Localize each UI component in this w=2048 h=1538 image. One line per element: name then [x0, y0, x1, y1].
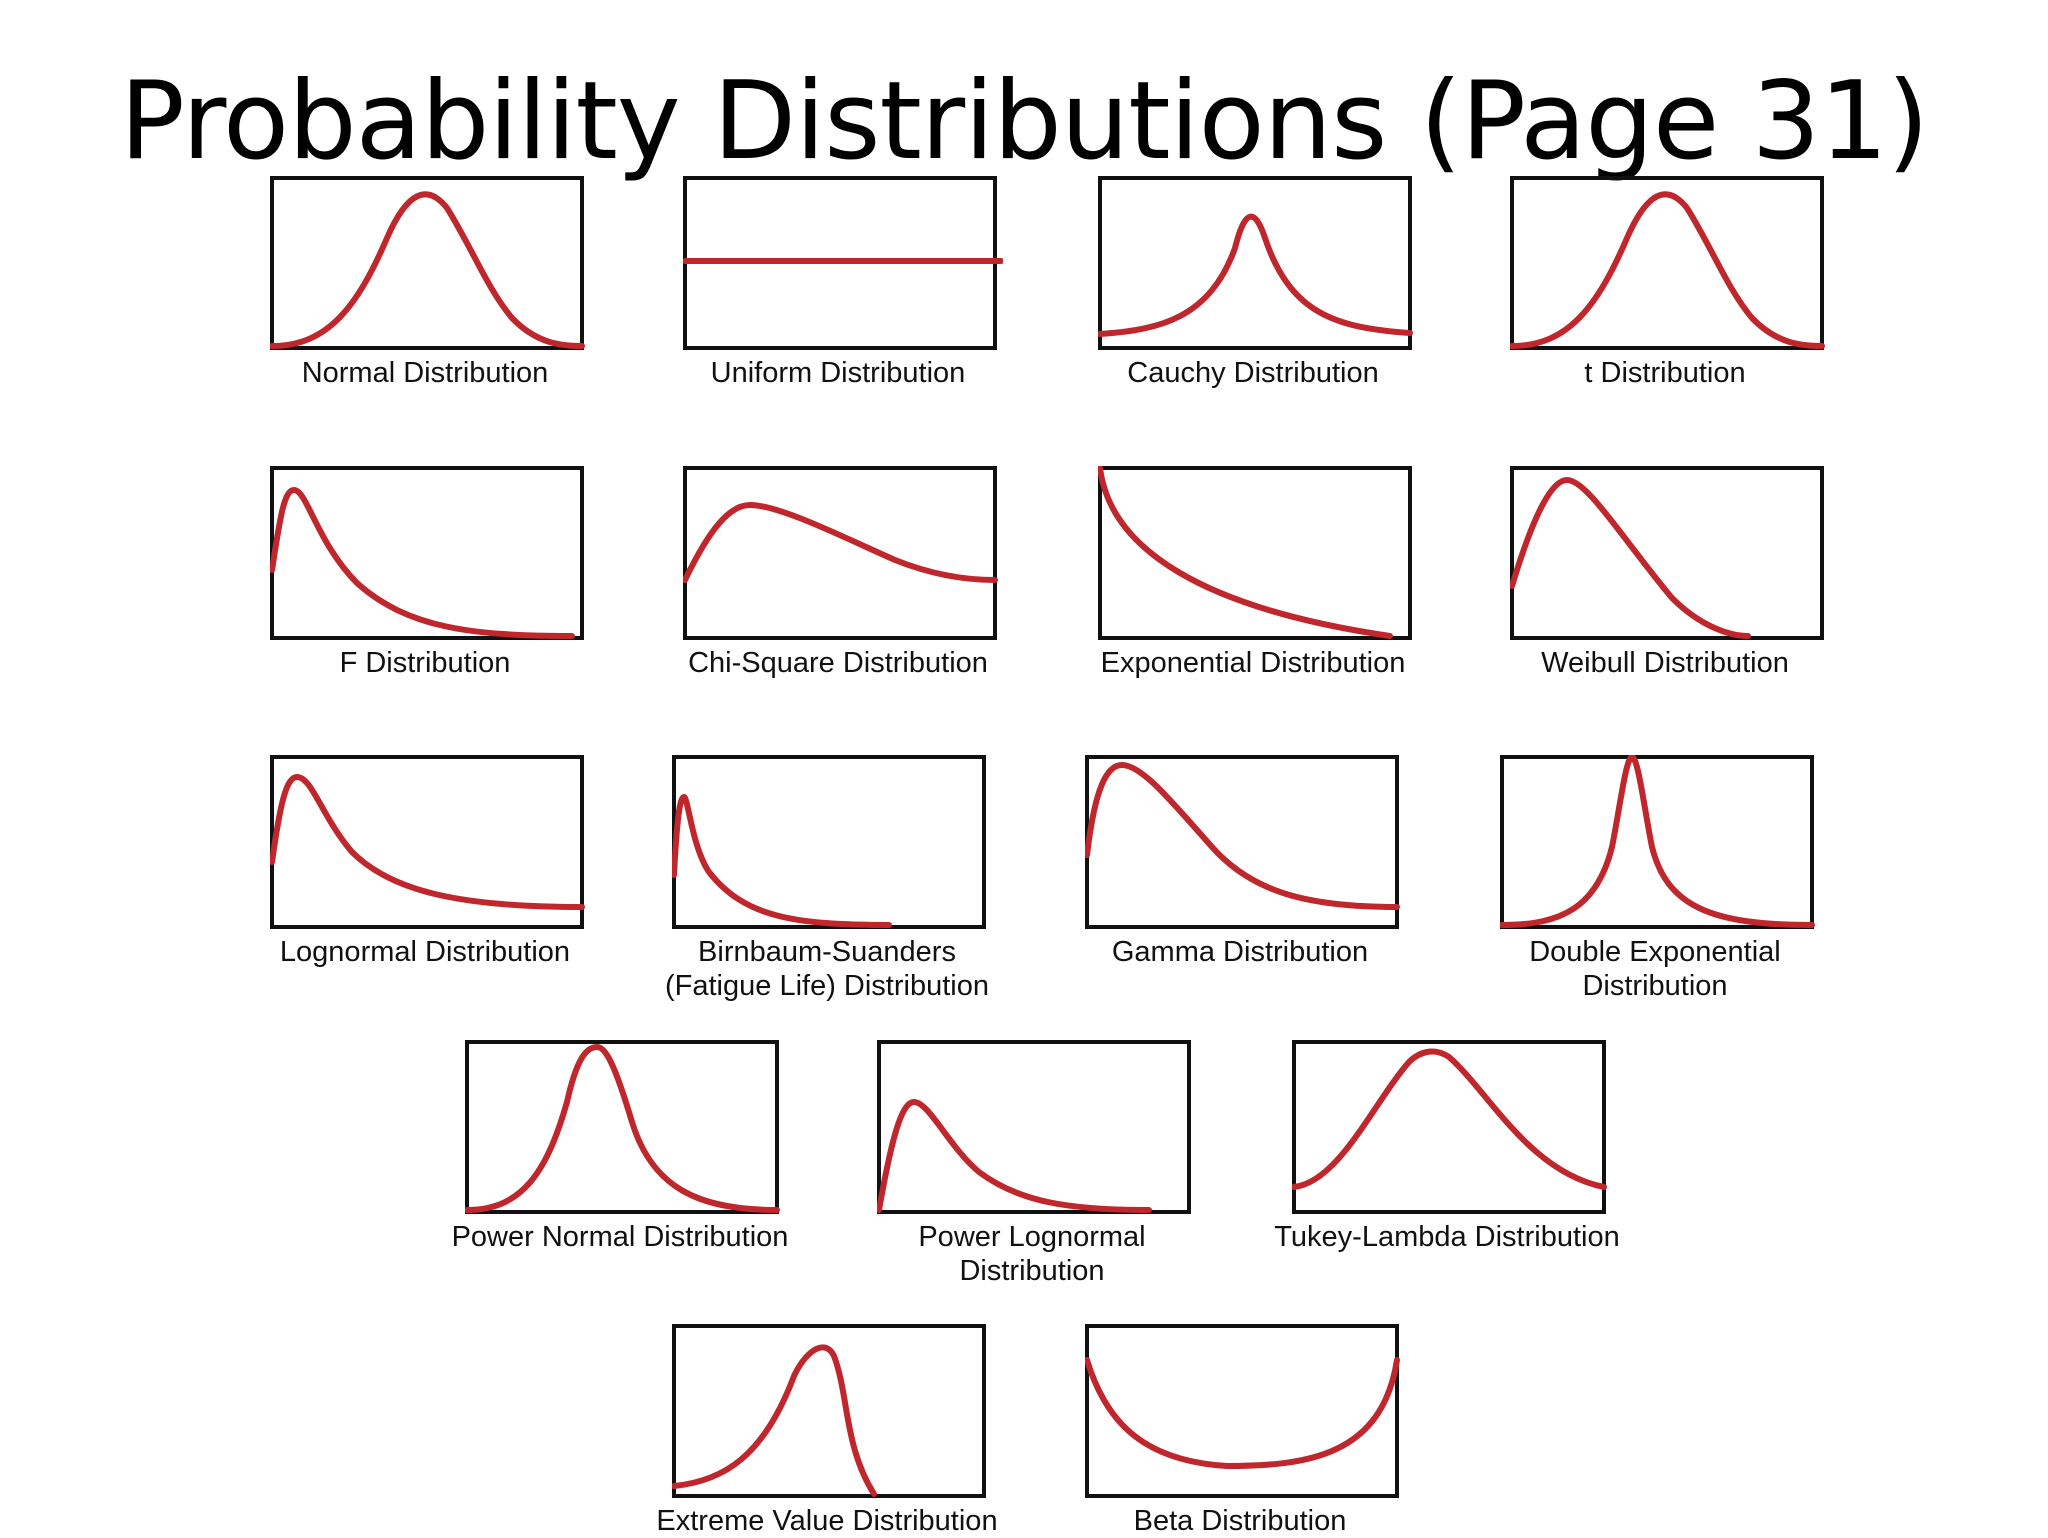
plot-frame — [672, 755, 986, 929]
lognormal-chart — [270, 755, 585, 929]
powerlognormal-plot — [877, 1040, 1191, 1214]
f-chart — [270, 466, 584, 640]
normal-chart — [270, 176, 585, 350]
weibull-curve — [1510, 477, 1751, 639]
f-label: F Distribution — [339, 647, 511, 679]
powernormal-chart — [465, 1040, 780, 1214]
exponential-plot — [1098, 466, 1412, 640]
plot-frame — [683, 466, 997, 640]
weibull-label: Weibull Distribution — [1541, 647, 1789, 679]
plot-frame — [270, 176, 584, 350]
lognormal-curve — [270, 774, 585, 910]
plot-frame — [1500, 755, 1814, 929]
page-title: Probability Distributions (Page 31) — [119, 59, 1929, 184]
plot-frame — [270, 755, 584, 929]
chisquare-label: Chi-Square Distribution — [688, 647, 988, 679]
powerlognormal-curve — [877, 1099, 1152, 1213]
weibull-plot — [1510, 466, 1824, 640]
t-curve — [1510, 191, 1825, 349]
f-plot — [270, 466, 584, 640]
t-plot — [1510, 176, 1825, 350]
chisquare-chart — [683, 466, 998, 640]
powerlognormal-chart — [877, 1040, 1191, 1214]
extremevalue-label: Extreme Value Distribution — [656, 1505, 998, 1537]
beta-chart — [1085, 1324, 1400, 1498]
plot-frame — [672, 1324, 986, 1498]
lognormal-plot — [270, 755, 585, 929]
plot-frame — [1510, 466, 1824, 640]
uniform-chart — [683, 176, 1003, 350]
plot-frame — [270, 466, 584, 640]
plot-frame — [1510, 176, 1824, 350]
birnbaum-plot — [672, 755, 986, 929]
doubleexp-chart — [1500, 755, 1815, 929]
doubleexp-plot — [1500, 755, 1815, 929]
beta-plot — [1085, 1324, 1400, 1498]
exponential-curve — [1098, 466, 1393, 639]
doubleexp-curve — [1500, 755, 1815, 928]
exponential-label: Exponential Distribution — [1100, 647, 1406, 679]
cauchy-label: Cauchy Distribution — [1127, 357, 1379, 389]
powernormal-plot — [465, 1040, 780, 1214]
normal-curve — [270, 191, 585, 349]
powernormal-label: Power Normal Distribution — [451, 1221, 789, 1253]
uniform-label: Uniform Distribution — [710, 357, 966, 389]
normal-plot — [270, 176, 585, 350]
plot-frame — [1085, 755, 1399, 929]
beta-label: Beta Distribution — [1133, 1505, 1347, 1537]
normal-label: Normal Distribution — [301, 357, 549, 389]
cauchy-chart — [1098, 176, 1413, 350]
gamma-label: Gamma Distribution — [1111, 936, 1369, 968]
chisquare-plot — [683, 466, 998, 640]
birnbaum-curve — [672, 794, 892, 928]
powernormal-curve — [465, 1044, 780, 1213]
beta-curve — [1085, 1357, 1400, 1469]
chisquare-curve — [683, 502, 998, 583]
birnbaum-label: Birnbaum-Suanders (Fatigue Life) Distrib… — [665, 936, 989, 1002]
weibull-chart — [1510, 466, 1824, 640]
tukey-curve — [1292, 1048, 1607, 1190]
plot-frame — [1085, 1324, 1399, 1498]
plot-frame — [1098, 466, 1412, 640]
extremevalue-plot — [672, 1324, 986, 1498]
plot-frame — [465, 1040, 779, 1214]
powerlognormal-label: Power Lognormal Distribution — [918, 1221, 1146, 1287]
tukey-label: Tukey-Lambda Distribution — [1274, 1221, 1620, 1253]
birnbaum-chart — [672, 755, 986, 929]
lognormal-label: Lognormal Distribution — [279, 936, 571, 968]
tukey-chart — [1292, 1040, 1607, 1214]
t-label: t Distribution — [1584, 357, 1746, 389]
extremevalue-curve — [672, 1344, 877, 1497]
extremevalue-chart — [672, 1324, 986, 1498]
plot-frame — [877, 1040, 1191, 1214]
exponential-chart — [1098, 466, 1412, 640]
doubleexp-label: Double Exponential Distribution — [1529, 936, 1781, 1002]
uniform-plot — [683, 176, 1003, 350]
plot-frame — [1292, 1040, 1606, 1214]
cauchy-plot — [1098, 176, 1413, 350]
gamma-curve — [1085, 762, 1400, 910]
tukey-plot — [1292, 1040, 1607, 1214]
plot-frame — [1098, 176, 1412, 350]
gamma-plot — [1085, 755, 1400, 929]
gamma-chart — [1085, 755, 1400, 929]
cauchy-curve — [1098, 213, 1413, 337]
t-chart — [1510, 176, 1825, 350]
f-curve — [270, 487, 575, 639]
